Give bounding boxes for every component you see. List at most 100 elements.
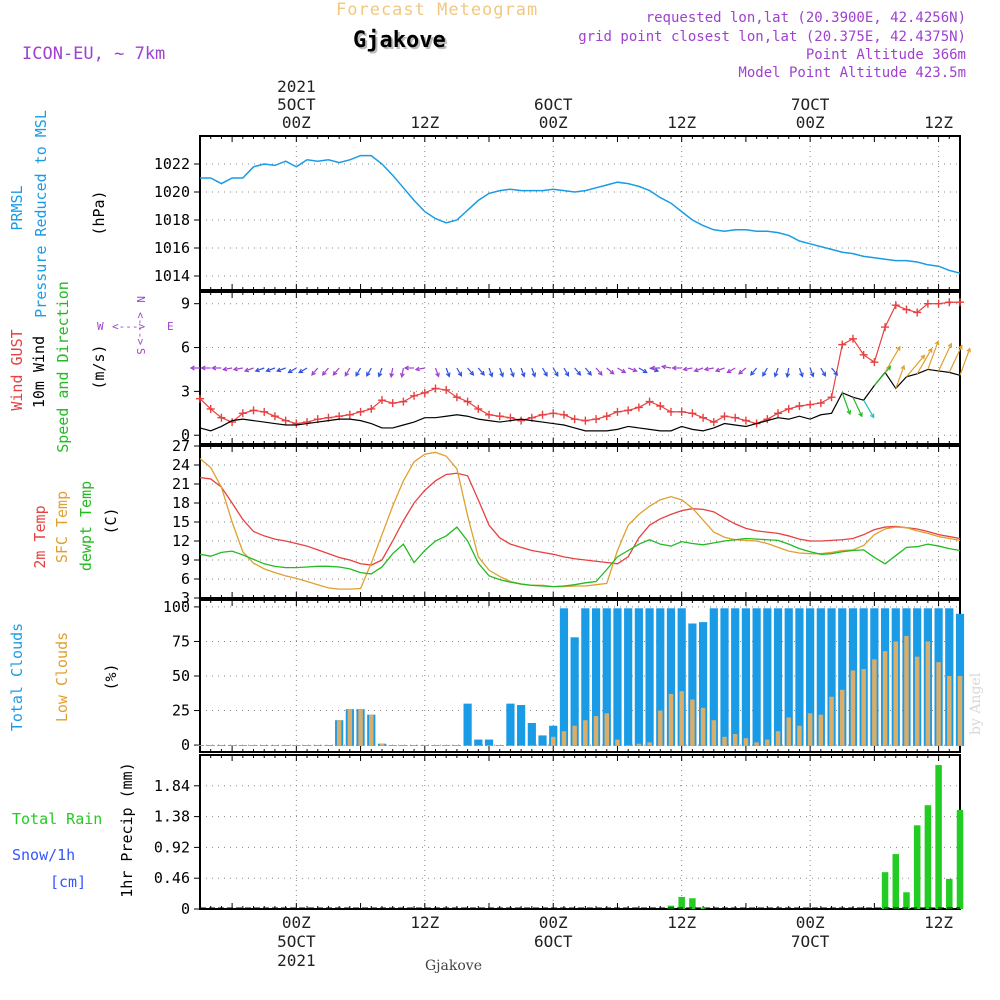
wind-arrow	[520, 367, 525, 377]
wind-arrow	[276, 367, 286, 372]
rain-bar	[913, 825, 921, 909]
dewpoint-label: dewpt Temp	[77, 481, 95, 571]
rain-bar	[956, 809, 964, 909]
wind-arrow-head	[389, 372, 395, 379]
gust-marker	[763, 415, 772, 424]
gust-marker	[634, 403, 643, 412]
gust-marker	[956, 298, 964, 307]
low-clouds-bar	[518, 745, 524, 746]
gust-marker	[838, 340, 847, 349]
gust-marker	[196, 394, 204, 403]
low-clouds-bar	[401, 745, 406, 746]
gust-marker	[517, 416, 526, 425]
point-altitude: Point Altitude 366m	[805, 47, 966, 63]
low-clouds-bar	[732, 734, 738, 746]
wind-arrow-head	[377, 372, 383, 378]
low-clouds-bar	[369, 714, 374, 746]
wind-arrow-head	[435, 372, 440, 378]
wind-arrow	[704, 367, 714, 371]
total-clouds-bar	[581, 608, 590, 746]
temp-2m-line	[199, 472, 961, 566]
wind-arrow	[499, 367, 504, 377]
wind-arrow	[401, 367, 404, 377]
wind-arrow	[563, 367, 569, 377]
y-tick-label: 1014	[154, 267, 190, 285]
low-clouds-bar	[476, 745, 481, 746]
total-clouds-bar	[720, 608, 729, 746]
pressure-label: PRMSL	[8, 185, 26, 230]
station-title: Gjakove	[353, 28, 446, 53]
total-clouds-bar	[517, 705, 526, 746]
total-clouds-bar	[559, 608, 569, 746]
wind-arrow-head	[621, 368, 627, 374]
wind-arrow	[488, 367, 493, 377]
panel-frame	[199, 291, 961, 445]
low-clouds-bar	[743, 738, 749, 746]
wind-arrow	[584, 367, 592, 376]
wind-arrow-head	[927, 347, 933, 353]
low-clouds-label: Low Clouds	[53, 632, 71, 722]
low-clouds-bar	[379, 743, 385, 746]
snow-unit-label: [cm]	[50, 873, 86, 891]
y-tick-label: 1.84	[154, 777, 190, 795]
low-clouds-bar	[797, 725, 802, 746]
total-clouds-bar	[731, 608, 740, 746]
wind-arrow-head	[355, 371, 360, 377]
model-label: ICON-EU, ~ 7km	[22, 44, 166, 64]
wind-arrow	[841, 392, 851, 415]
gust-marker	[774, 409, 783, 418]
wind-unit: (m/s)	[90, 344, 108, 389]
gust-marker	[495, 412, 504, 421]
total-clouds-bar	[656, 608, 665, 746]
low-clouds-bar	[893, 641, 899, 746]
low-clouds-bar	[347, 709, 353, 746]
total-clouds-bar	[634, 608, 643, 746]
wind-arrow-head	[189, 365, 195, 371]
compass-ew-arrow: <--->	[112, 320, 145, 333]
wind-arrow-head	[920, 354, 926, 360]
gust-marker	[581, 416, 590, 425]
wind-arrow	[852, 396, 863, 417]
time-label-bottom: 2021	[277, 951, 316, 970]
y-tick-label: 75	[172, 632, 190, 650]
wind-arrow-head	[671, 365, 677, 371]
wind-arrow-head	[200, 365, 206, 371]
gust-marker	[731, 413, 740, 422]
wind-arrow-head	[457, 371, 463, 377]
wind-arrow	[606, 367, 615, 375]
y-tick-label: 1020	[154, 183, 190, 201]
gust-marker	[538, 410, 547, 419]
gust-marker	[656, 402, 665, 410]
gust-marker	[602, 412, 611, 421]
gust-marker	[463, 397, 472, 406]
wind-arrow-head	[650, 365, 656, 371]
total-clouds-bar	[613, 608, 622, 746]
wind-arrow	[715, 367, 725, 372]
pressure-unit: (hPa)	[90, 190, 108, 235]
total-clouds-bar	[763, 608, 772, 746]
gust-marker	[741, 416, 750, 425]
low-clouds-bar	[529, 745, 535, 746]
gust-marker	[827, 393, 836, 402]
wind-arrow-head	[564, 371, 570, 377]
total-clouds-bar	[474, 739, 483, 746]
low-clouds-bar	[775, 731, 781, 746]
gust-marker	[881, 323, 890, 332]
low-clouds-bar	[443, 745, 449, 746]
low-clouds-bar	[615, 739, 620, 746]
time-label-top: 12Z	[924, 113, 953, 132]
wind-arrow-head	[445, 372, 451, 378]
y-tick-label: 50	[172, 667, 190, 685]
dewpoint-line	[199, 526, 961, 588]
gust-marker	[666, 407, 675, 416]
wind-arrow	[456, 367, 462, 377]
wind-arrow	[288, 367, 297, 374]
wind-arrow-head	[833, 370, 839, 376]
wind-arrow	[617, 367, 626, 374]
gust-marker	[442, 385, 451, 394]
wind-arrow	[574, 367, 581, 376]
clouds-unit: (%)	[102, 663, 120, 690]
wind-arrow-head	[287, 368, 293, 374]
wind-arrow-head	[488, 372, 494, 378]
wind-arrow	[895, 365, 905, 389]
